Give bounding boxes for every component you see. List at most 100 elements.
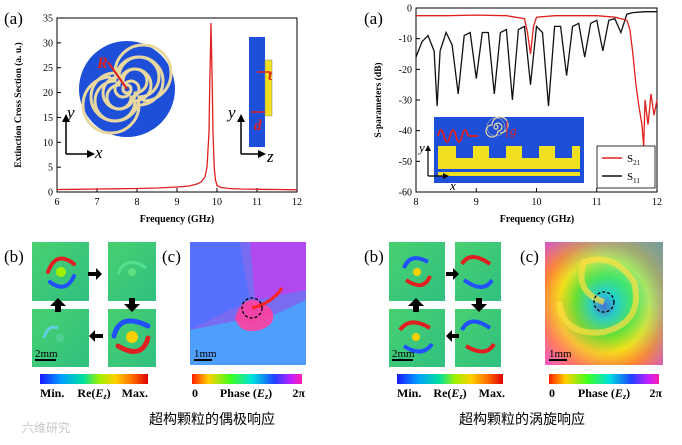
right-caption: 超构颗粒的涡旋响应: [459, 411, 585, 428]
vortex-map-top-right: [455, 242, 501, 301]
scale-bar-label-b: 2mm: [35, 348, 58, 360]
s21-series-line: [416, 14, 658, 147]
dipole-map-bottom-left: [32, 309, 89, 367]
side-view-inset: t d: [249, 37, 273, 147]
vortex-phase-colorbar-min: 0: [549, 386, 555, 400]
y-tick-label: 0: [407, 4, 412, 15]
vortex-scale-bar-label-b: 2mm: [392, 348, 415, 360]
sparam-ticks: 8 9 10 11 12 -60 -50 -40 -30 -20 -10 0: [399, 4, 662, 209]
x-tick-label: 11: [252, 197, 262, 208]
watermark-text: 六维研究: [22, 420, 70, 435]
arrow-left-icon: [89, 330, 103, 342]
re-colorbar: [40, 374, 148, 384]
x-tick-label: 11: [592, 197, 602, 208]
x-tick-label: 12: [652, 197, 662, 208]
gap-label: g: [510, 123, 517, 138]
y-tick-label: 25: [43, 63, 53, 74]
arrow-down-icon: [124, 298, 140, 312]
vortex-arrow-up-icon: [408, 298, 424, 312]
arrow-right-icon: [88, 268, 102, 280]
axis-x-label: x: [94, 143, 103, 162]
vortex-phase-colorbar-max: 2π: [649, 386, 662, 400]
y-tick-label: -30: [399, 96, 412, 107]
x-tick-label: 9: [175, 197, 180, 208]
y2-arrowhead: [237, 114, 245, 122]
sparam-chart: (a) 8 9 10 11 12 -60 -50 -40 -30 -20 -10 0 S-parame…: [364, 4, 662, 226]
legend-s21-label: S21: [627, 153, 641, 167]
right-panel-b-label: (b): [364, 247, 384, 266]
re-colorbar-title: Re(Ez): [77, 386, 110, 401]
waveguide-groove-2: [489, 146, 506, 158]
vortex-scale-bar-label-c: 1mm: [549, 348, 572, 360]
s11-series-line: [415, 11, 657, 107]
y-tick-label: -50: [399, 157, 412, 168]
vortex-map-bottom-right: [455, 309, 501, 367]
extinction-x-axis-label: Frequency (GHz): [140, 214, 215, 225]
extinction-y-axis-label: Extinction Cross Section (a. u.): [13, 42, 24, 167]
side-view-substrate: [249, 37, 265, 147]
x-tick-label: 7: [95, 197, 100, 208]
waveguide-corrugation-base: [438, 146, 580, 169]
vortex-arrow-right-icon: [446, 268, 459, 280]
phase-colorbar: [192, 374, 302, 384]
left-phase-map: (c) 1mm 0 Phase (Ez) 2π: [162, 242, 306, 401]
phase-colorbar-max: 2π: [292, 386, 305, 400]
spiral-particle-inset: R: [79, 41, 175, 137]
axis-y-label: y: [65, 103, 75, 122]
x-tick-label: 12: [292, 197, 302, 208]
vortex-arrow-left-icon: [446, 330, 459, 342]
inset-particle-spiral: [485, 116, 509, 138]
waveguide-groove-4: [555, 146, 572, 158]
extinction-chart: (a) 6 7 8 9 10 11 12 0 5 10 15 20 25 30 35 Extinction …: [4, 9, 302, 225]
z-arrowhead: [258, 150, 266, 158]
sparam-x-axis-label: Frequency (GHz): [500, 214, 575, 225]
dipole-map-top-left: [32, 242, 89, 301]
left-dipole-maps: (b) 2mm Min. Re(Ez): [4, 242, 156, 401]
vortex-singularity-marker: [593, 291, 615, 313]
waveguide-groove-3: [522, 146, 539, 158]
yz-axes-glyph: y z: [226, 103, 274, 166]
sparam-legend: S21 S11: [596, 145, 656, 189]
inset-axis-x-label: x: [449, 178, 456, 193]
y-tick-label: 35: [43, 14, 53, 25]
right-phase-map: (c) 1mm 0 Phase (Ez) 2π: [520, 242, 663, 401]
axis-z-label: z: [266, 147, 274, 166]
x-arrowhead: [87, 150, 95, 158]
x-tick-label: 10: [212, 197, 222, 208]
y-tick-label: -10: [399, 34, 412, 45]
inset-x-arrowhead: [443, 173, 449, 179]
y-tick-label: 30: [43, 38, 53, 49]
phase-singularity-marker: [241, 297, 263, 319]
xy-axes-glyph: y x: [62, 103, 103, 162]
y-tick-label: 15: [43, 113, 53, 124]
sparam-y-axis-label: S-parameters (dB): [373, 62, 384, 137]
y-tick-label: -60: [399, 188, 412, 199]
legend-box: [596, 145, 656, 189]
vortex-arrow-down-icon: [471, 298, 487, 312]
re-colorbar-max: Max.: [122, 386, 148, 400]
radius-arrow: [107, 61, 128, 90]
thickness-label: t: [268, 68, 273, 84]
left-panel-a-label: (a): [4, 9, 23, 28]
extinction-series-line: [56, 22, 298, 191]
x-tick-label: 8: [135, 197, 140, 208]
vortex-re-colorbar: [397, 374, 503, 384]
dipole-map-bottom-right: [108, 309, 156, 367]
x-tick-label: 8: [414, 197, 419, 208]
right-panel-c-label: (c): [520, 247, 539, 266]
x-tick-label: 9: [474, 197, 479, 208]
scale-bar-label-c: 1mm: [194, 348, 217, 360]
y-tick-label: 20: [43, 88, 53, 99]
extinction-ticks: 6 7 8 9 10 11 12 0 5 10 15 20 25 30 35: [43, 14, 302, 209]
dipole-map-top-right: [108, 242, 156, 301]
vortex-re-colorbar-min: Min.: [397, 386, 421, 400]
vortex-map-top-left: [389, 242, 445, 301]
side-view-metal: [264, 59, 273, 117]
arrow-up-icon: [50, 298, 66, 312]
incident-wave: [437, 129, 469, 143]
vortex-re-colorbar-max: Max.: [479, 386, 505, 400]
phase-colorbar-title: Phase (Ez): [220, 386, 272, 401]
waveguide-ground-strip: [438, 172, 580, 176]
vortex-phase-colorbar-title: Phase (Ez): [578, 386, 630, 401]
